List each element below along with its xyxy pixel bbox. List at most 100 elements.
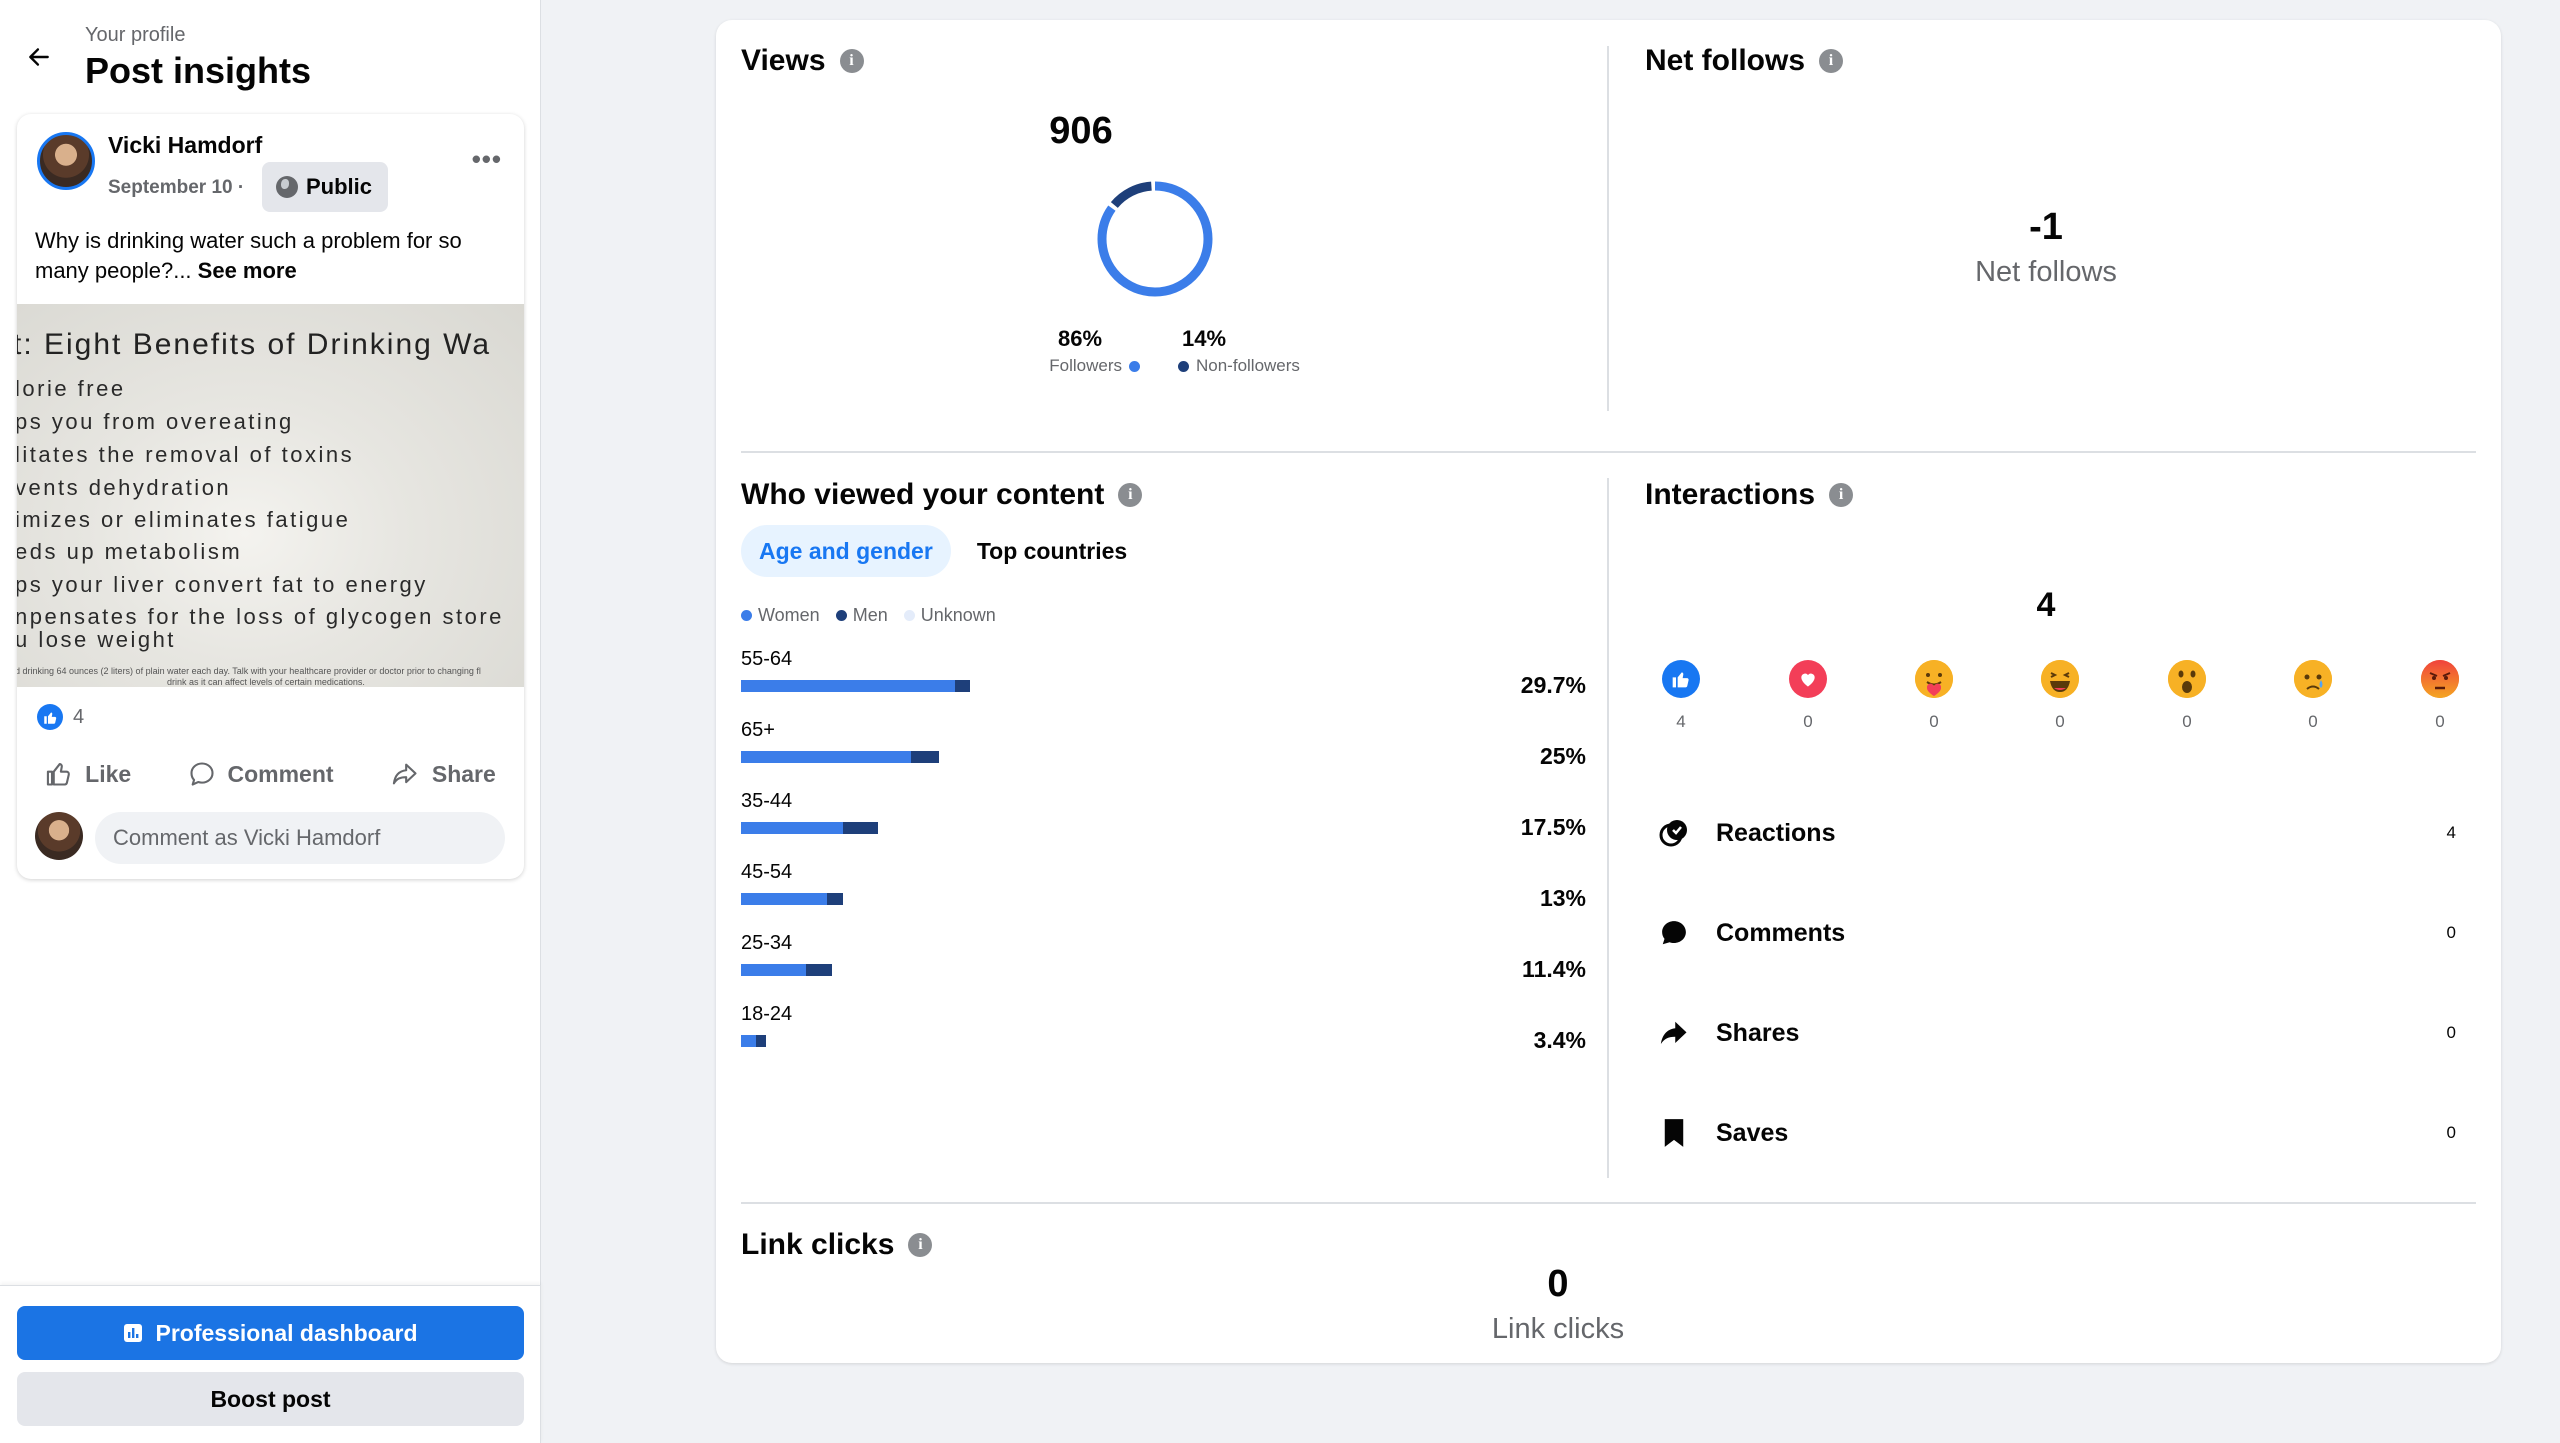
interaction-label: Saves (1716, 1118, 1789, 1147)
share-button[interactable]: Share (390, 760, 496, 788)
wow-icon (2168, 660, 2206, 698)
author-avatar[interactable] (37, 132, 95, 190)
age-row: 18-24 3.4% (741, 1003, 1586, 1063)
info-icon[interactable]: i (1819, 49, 1844, 73)
image-line: imizes or eliminates fatigue (17, 507, 351, 532)
audience-tabs: Age and gender Top countries (741, 525, 1145, 577)
sidebar-footer: Professional dashboard Boost post (0, 1285, 541, 1443)
professional-dashboard-button[interactable]: Professional dashboard (17, 1306, 524, 1360)
reaction-wow: 0 (2157, 660, 2217, 732)
age-row: 35-44 17.5% (741, 790, 1586, 850)
age-label: 45-54 (741, 861, 793, 883)
age-pct: 13% (1539, 885, 1586, 911)
followers-legend: Followers (1020, 356, 1140, 376)
image-footnote: drink as it can affect levels of certain… (167, 677, 365, 687)
age-label: 55-64 (741, 648, 793, 670)
net-follows-label: Net follows (1975, 256, 2117, 288)
views-total: 906 (1049, 110, 1113, 152)
age-row: 25-34 11.4% (741, 932, 1586, 992)
legend-unknown-label: Unknown (920, 605, 996, 625)
women-bar (741, 822, 844, 834)
views-title: Views (741, 44, 826, 77)
nonfollowers-pct: 14% (1182, 326, 1227, 351)
image-line: lorie free (17, 376, 126, 401)
age-row: 55-64 29.7% (741, 648, 1586, 708)
interaction-label: Comments (1716, 918, 1846, 947)
globe-icon (276, 176, 298, 198)
link-clicks-label: Link clicks (1491, 1313, 1625, 1345)
age-bar (741, 680, 970, 692)
post-card: Vicki Hamdorf September 10 · Public ••• … (17, 114, 524, 879)
age-bar (741, 893, 844, 905)
reaction-count: 0 (2435, 712, 2445, 731)
age-bar (741, 1035, 767, 1047)
info-icon[interactable]: i (839, 49, 864, 73)
breadcrumb[interactable]: Your profile (85, 24, 186, 46)
info-icon[interactable]: i (1829, 483, 1854, 507)
page-title: Post insights (85, 50, 312, 91)
image-line: u lose weight (17, 627, 176, 652)
followers-label: Followers (1049, 356, 1122, 375)
image-footnote: d drinking 64 ounces (2 liters) of plain… (17, 666, 481, 676)
boost-post-button[interactable]: Boost post (17, 1372, 524, 1426)
women-bar (741, 751, 912, 763)
men-bar (826, 893, 844, 905)
gender-legend: Women Men Unknown (741, 605, 996, 626)
nonfollowers-dot-icon (1178, 360, 1189, 372)
reaction-count: 0 (2308, 712, 2318, 731)
age-row: 65+ 25% (741, 719, 1586, 779)
post-date[interactable]: September 10 · (108, 177, 245, 198)
image-line: eds up metabolism (17, 539, 243, 564)
see-more-link[interactable]: See more (197, 258, 297, 283)
post-image[interactable]: t: Eight Benefits of Drinking Wa lorie f… (17, 304, 524, 687)
more-options-button[interactable]: ••• (471, 144, 502, 174)
legend-men: Men (835, 605, 888, 626)
nonfollowers-stat: 14% Non-followers (1178, 326, 1378, 376)
image-line: ps your liver convert fat to energy (17, 572, 428, 597)
interaction-label: Shares (1716, 1018, 1800, 1047)
followers-stat: 86% Followers (1020, 326, 1140, 376)
audience-title: Who viewed your content (741, 478, 1105, 511)
professional-dashboard-label: Professional dashboard (155, 1319, 418, 1346)
insights-panel: Views i 906 86% Followers 14% Non-follow… (716, 20, 2501, 1363)
interaction-row-shares: Shares 0 (1656, 1010, 2456, 1056)
commenter-avatar[interactable] (35, 812, 83, 860)
audience-label: Public (306, 174, 373, 199)
unknown-dot-icon (903, 610, 915, 621)
comment-input[interactable] (95, 812, 505, 864)
angry-icon (2421, 660, 2459, 698)
back-arrow-icon (29, 48, 49, 66)
reaction-love: 0 (1778, 660, 1838, 732)
sad-icon (2294, 660, 2332, 698)
info-icon[interactable]: i (1118, 483, 1143, 507)
like-button[interactable]: Like (45, 760, 131, 788)
nonfollowers-legend: Non-followers (1178, 356, 1378, 376)
interaction-label: Reactions (1716, 818, 1836, 847)
followers-dot-icon (1129, 360, 1140, 372)
link-clicks-title: Link clicks (741, 1228, 895, 1261)
comment-button[interactable]: Comment (188, 760, 334, 788)
tab-age-and-gender[interactable]: Age and gender (741, 525, 951, 577)
tab-top-countries[interactable]: Top countries (976, 537, 1128, 564)
net-follows-value: -1 (2029, 206, 2063, 248)
interactions-total: 4 (2036, 586, 2056, 624)
age-pct: 25% (1539, 743, 1586, 769)
reaction-summary[interactable]: 4 (37, 704, 84, 730)
info-icon[interactable]: i (908, 1233, 933, 1257)
reaction-angry: 0 (2410, 660, 2470, 732)
audience-button[interactable]: Public (262, 162, 389, 212)
care-icon (1915, 660, 1953, 698)
dashboard-icon (124, 1324, 143, 1342)
divider (741, 1202, 2476, 1204)
women-bar (741, 1035, 756, 1047)
men-bar (806, 964, 833, 976)
interactions-section-title: Interactions i (1645, 478, 1854, 512)
back-button[interactable] (18, 36, 60, 78)
women-bar (741, 893, 827, 905)
share-label: Share (431, 760, 496, 787)
comment-icon (189, 762, 214, 786)
author-name[interactable]: Vicki Hamdorf (108, 132, 263, 158)
divider (741, 451, 2476, 453)
haha-icon (2041, 660, 2079, 698)
comments-icon (1656, 915, 1692, 951)
